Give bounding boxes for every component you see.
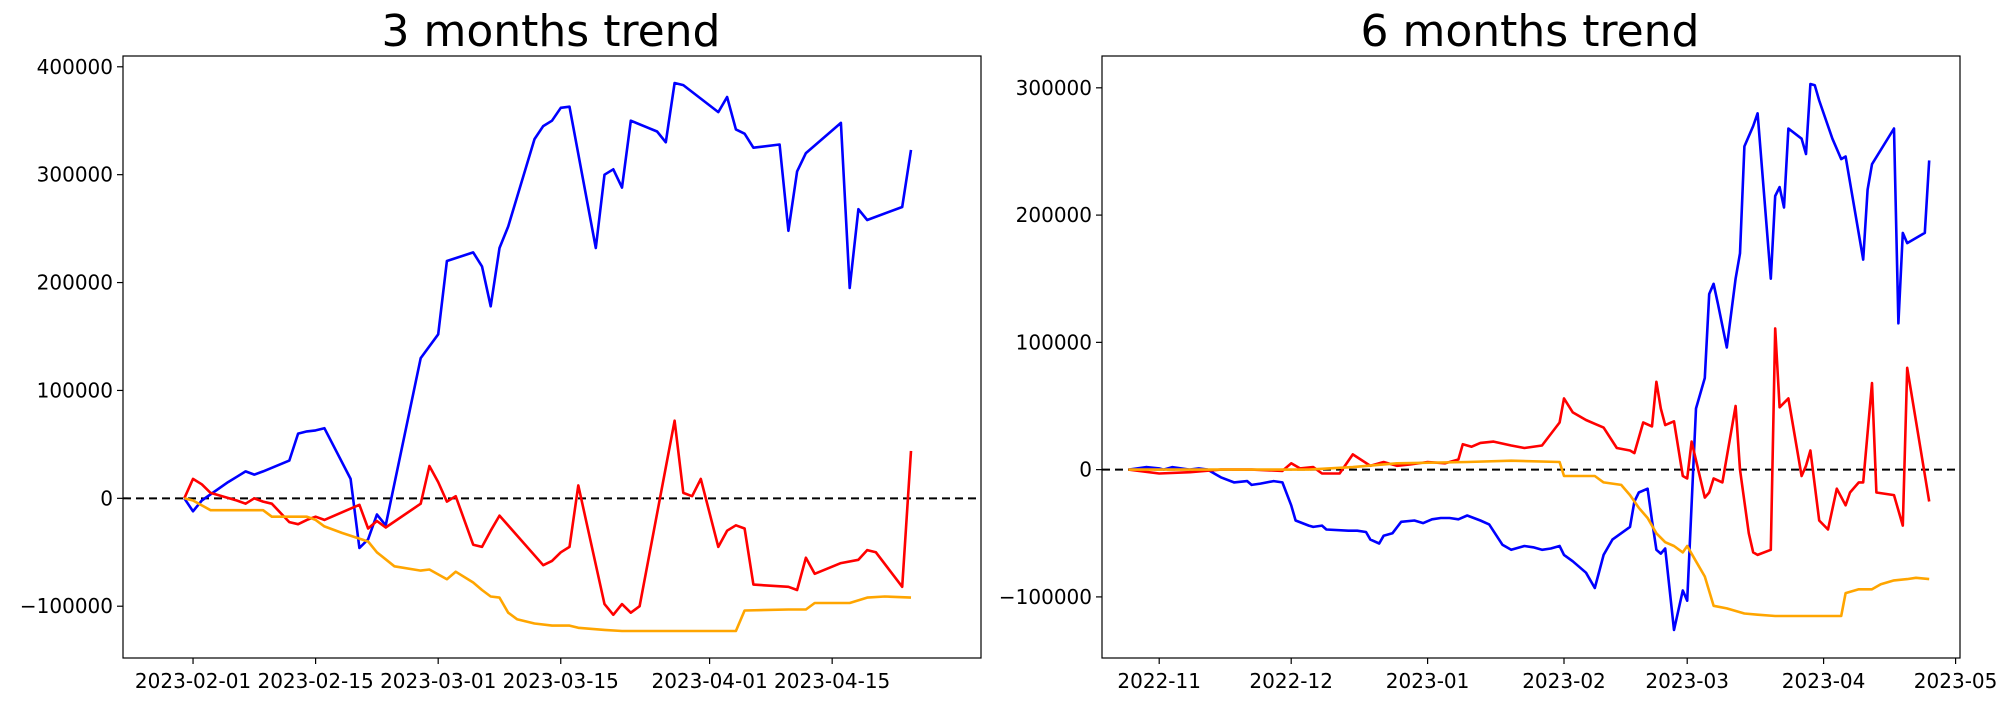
chart-title: 3 months trend — [382, 6, 721, 57]
y-tick-label: −100000 — [999, 585, 1092, 609]
x-tick-label: 2023-03 — [1645, 669, 1729, 693]
plot-frame — [122, 55, 982, 659]
series-line-1 — [183, 419, 913, 617]
y-tick-label: 200000 — [1016, 203, 1092, 227]
x-tick-label: 2022-12 — [1249, 669, 1333, 693]
series-line-2 — [183, 497, 912, 633]
x-tick-label: 2023-03-15 — [503, 669, 619, 693]
y-tick-label: 0 — [100, 486, 113, 510]
series-line-0 — [1128, 82, 1931, 632]
y-tick-label: 300000 — [37, 163, 113, 187]
chart-3-months: 3 months trend 2023-02-01 2023-02-15 2023-… — [20, 6, 982, 693]
series-line-0 — [183, 81, 913, 550]
plot-frame — [1101, 55, 1961, 659]
x-tick-label: 2023-02-15 — [257, 669, 373, 693]
x-tick-label: 2023-02-01 — [135, 669, 251, 693]
x-tick-label: 2023-02 — [1522, 669, 1606, 693]
series-line-2 — [1128, 459, 1930, 618]
x-tick-label: 2023-01 — [1386, 669, 1470, 693]
y-tick-label: 100000 — [37, 378, 113, 402]
chart-6-months: 6 months trend 2022-11 2022-12 2023-01 2023… — [999, 6, 1997, 693]
x-tick-label: 2023-03-01 — [380, 669, 496, 693]
y-tick-label: 100000 — [1016, 330, 1092, 354]
y-tick-label: −100000 — [20, 594, 113, 618]
y-tick-label: 200000 — [37, 271, 113, 295]
series-line-1 — [1128, 327, 1931, 557]
y-tick-label: 300000 — [1016, 76, 1092, 100]
x-tick-label: 2023-05 — [1914, 669, 1998, 693]
x-tick-label: 2023-04 — [1782, 669, 1866, 693]
x-tick-label: 2023-04-15 — [774, 669, 890, 693]
y-tick-label: 400000 — [37, 55, 113, 79]
y-tick-label: 0 — [1079, 458, 1092, 482]
chart-title: 6 months trend — [1361, 6, 1700, 57]
x-tick-label: 2023-04-01 — [651, 669, 767, 693]
x-tick-label: 2022-11 — [1117, 669, 1201, 693]
